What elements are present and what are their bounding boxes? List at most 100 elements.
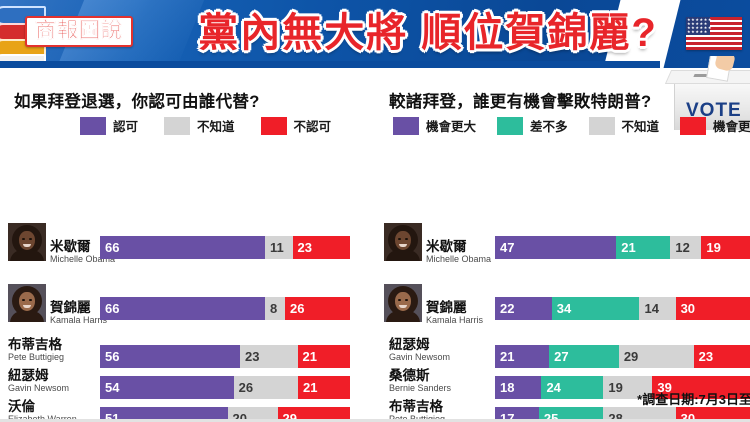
candidate-name-block: 布蒂吉格 Pete Buttigieg: [8, 338, 64, 363]
bar-value-label: 23: [698, 349, 714, 364]
bottom-divider: [0, 419, 750, 422]
bar-segment: 23: [240, 345, 298, 368]
bar-segment: 30: [675, 297, 750, 320]
bar-value-label: 29: [623, 349, 639, 364]
bar-value-label: 21: [621, 240, 636, 255]
bar-value-label: 23: [297, 240, 312, 255]
bar-value-label: 28: [608, 411, 623, 422]
stacked-bar: 17 25 28 30: [495, 407, 750, 422]
candidate-name-block: 沃倫 Elizabeth Warren: [8, 400, 77, 422]
bar-segment: 14: [639, 297, 676, 320]
bar-segment: 27: [549, 345, 619, 368]
candidate-name-zh: 紐瑟姆: [389, 337, 430, 352]
candidate-name-block: 桑德斯 Bernie Sanders: [389, 369, 451, 394]
bar-segment: 11: [265, 236, 293, 259]
right-chart-legend: 機會更大 差不多 不知道 機會更小: [393, 116, 750, 135]
bar-value-label: 54: [105, 380, 120, 395]
bar-value-label: 66: [105, 301, 120, 316]
bar-value-label: 20: [232, 411, 247, 422]
left-chart-title: 如果拜登退選，你認可由誰代替?: [14, 93, 260, 111]
legend-item-1: 機會更大: [393, 116, 476, 135]
left-chart-rows: 米歇爾 Michelle Obama 66 11 23 賀錦麗 Kamala Harris 6…: [0, 68, 378, 422]
right-chart-title: 較諸拜登，誰更有機會擊敗特朗普?: [389, 93, 652, 111]
stacked-bar: 22 34 14 30: [495, 297, 750, 320]
candidate-name-en: Michelle Obama: [426, 254, 492, 264]
bar-segment: 25: [538, 407, 604, 422]
bar-value-label: 29: [282, 411, 297, 422]
candidate-name-block: 紐瑟姆 Gavin Newsom: [8, 369, 69, 394]
bar-value-label: 66: [105, 240, 120, 255]
bar-segment: 21: [298, 376, 350, 399]
bar-segment: 18: [495, 376, 542, 399]
candidate-name-en: Kamala Harris: [50, 315, 108, 325]
candidate-name-zh: 桑德斯: [389, 368, 430, 383]
candidate-name-block: 米歇爾 Michelle Obama: [50, 240, 115, 265]
bar-segment: 24: [541, 376, 604, 399]
michelle-obama-portrait: [8, 223, 46, 261]
legend-swatch-icon: [80, 116, 106, 135]
bar-segment: 12: [670, 236, 702, 259]
bar-value-label: 21: [302, 349, 317, 364]
stacked-bar: 66 8 26: [100, 297, 350, 320]
right-chart-rows: 米歇爾 Michelle Obama 47 21 12 19 賀錦麗 Kamala Harri…: [378, 68, 750, 422]
stacked-bar: 56 23 21: [100, 345, 350, 368]
banner-headline-text: 黨內無大將 順位賀錦麗?: [198, 11, 658, 55]
bar-segment: 26: [233, 376, 298, 399]
candidate-name-en: Bernie Sanders: [389, 383, 452, 393]
legend-item-3: 不認可: [260, 116, 331, 135]
bar-segment: 47: [495, 236, 617, 259]
bar-segment: 29: [618, 345, 694, 368]
publication-logo: 商報圖說: [25, 16, 133, 47]
legend-swatch-icon: [680, 116, 707, 135]
legend-swatch-icon: [393, 116, 419, 135]
stacked-bar: 21 27 29 23: [495, 345, 750, 368]
bar-value-label: 11: [270, 240, 284, 255]
candidate-name-block: 賀錦麗 Kamala Harris: [50, 301, 107, 326]
bar-segment: 17: [495, 407, 539, 422]
kamala-harris-portrait: [8, 284, 46, 322]
legend-item-4: 機會更小: [680, 116, 750, 135]
legend-item-2: 差不多: [497, 116, 568, 135]
legend-label: 差不多: [530, 120, 568, 134]
candidate-name-zh: 米歇爾: [426, 239, 467, 254]
bar-segment: 8: [265, 297, 285, 320]
candidate-name-en: Elizabeth Warren: [8, 414, 77, 422]
bar-value-label: 21: [500, 349, 515, 364]
left-chart-panel: 如果拜登退選，你認可由誰代替? 認可 不知道 不認可 米歇爾 Michelle Oba…: [0, 68, 378, 422]
bar-value-label: 17: [500, 411, 515, 422]
bar-segment: 30: [675, 407, 750, 422]
legend-item-3: 不知道: [588, 116, 660, 135]
bar-segment: 39: [652, 376, 750, 399]
candidate-name-block: 米歇爾 Michelle Obama: [426, 240, 491, 265]
bar-value-label: 24: [546, 380, 561, 395]
michelle-obama-portrait: [384, 223, 422, 261]
bar-value-label: 25: [543, 411, 559, 422]
bar-value-label: 23: [245, 349, 260, 364]
bar-value-label: 30: [680, 411, 696, 422]
candidate-name-en: Gavin Newsom: [389, 352, 451, 362]
left-chart-legend: 認可 不知道 不認可: [80, 116, 331, 135]
bar-value-label: 39: [657, 380, 672, 395]
bar-value-label: 27: [554, 349, 569, 364]
bar-segment: 22: [495, 297, 552, 320]
bar-value-label: 12: [675, 240, 690, 255]
bar-segment: 19: [603, 376, 653, 399]
bar-segment: 54: [100, 376, 234, 399]
legend-swatch-icon: [164, 116, 191, 135]
bar-segment: 66: [100, 297, 265, 320]
bar-segment: 29: [277, 407, 350, 422]
bar-value-label: 22: [500, 301, 515, 316]
stacked-bar: 54 26 21: [100, 376, 350, 399]
bar-value-label: 8: [270, 301, 278, 316]
bar-value-label: 34: [556, 301, 572, 316]
candidate-name-en: Pete Buttigieg: [8, 352, 65, 362]
us-flag-icon: ★★★★★★ ★★★★★ ★★★★★★ ★★★★★: [686, 17, 742, 50]
bar-value-label: 30: [680, 301, 696, 316]
legend-label: 不知道: [621, 120, 660, 134]
bar-segment: 20: [227, 407, 278, 422]
ballot-vote-label: VOTE: [686, 100, 742, 121]
candidate-name-en: Kamala Harris: [426, 315, 484, 325]
bar-segment: 34: [551, 297, 640, 320]
legend-item-2: 不知道: [164, 116, 235, 135]
bar-value-label: 21: [303, 380, 318, 395]
